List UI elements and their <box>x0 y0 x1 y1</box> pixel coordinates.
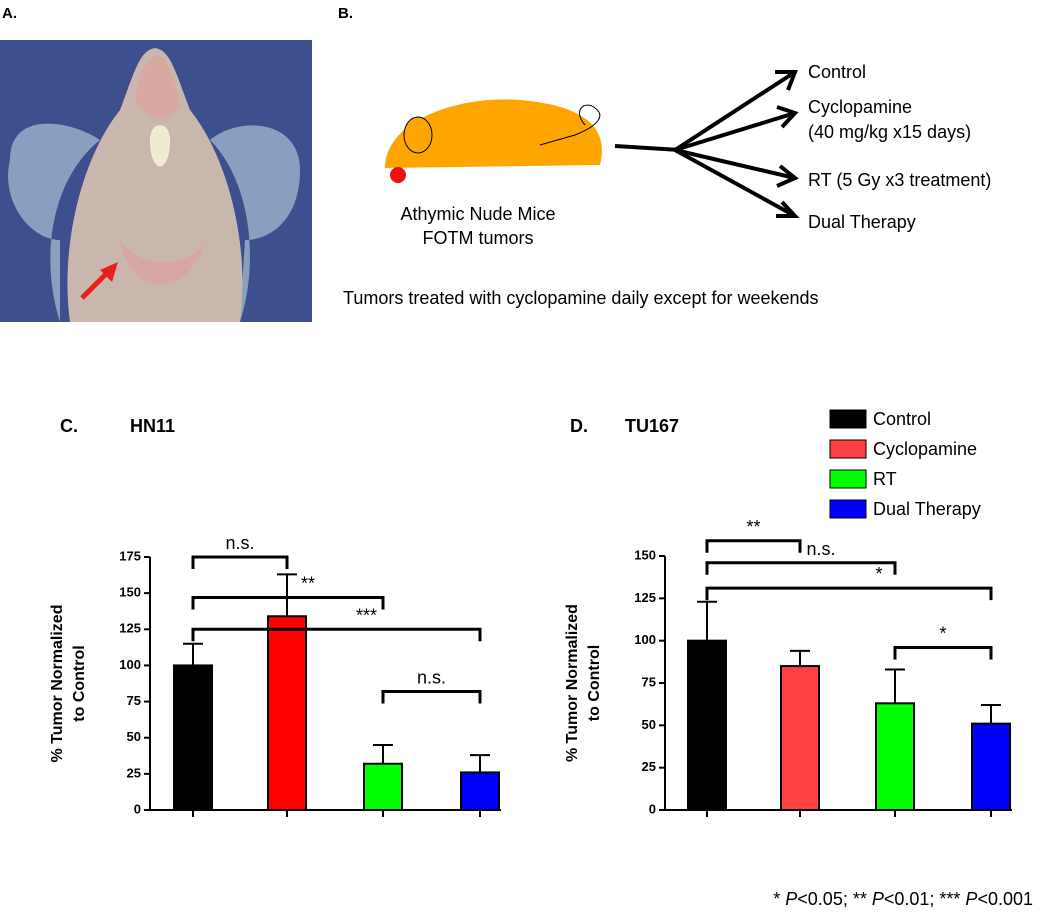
y-tick-label: 150 <box>634 547 656 562</box>
bar <box>460 771 500 812</box>
y-axis-label: % Tumor Normalized <box>49 605 66 763</box>
footnote-part: P <box>785 889 797 909</box>
panel-label: A. <box>2 5 17 22</box>
bar <box>267 615 307 811</box>
panel-label: B. <box>338 5 353 22</box>
y-tick-label: 25 <box>642 759 656 774</box>
bar <box>363 762 403 811</box>
footnote-part: P <box>965 889 977 909</box>
bar <box>780 665 820 811</box>
y-axis-label: to Control <box>71 645 88 721</box>
y-tick-label: 0 <box>649 801 656 816</box>
significance-bracket <box>705 539 802 553</box>
significance-label: n.s. <box>806 539 835 559</box>
arm-label: RT (5 Gy x3 treatment) <box>808 170 991 190</box>
panel-label: C. <box>60 416 78 436</box>
panel-label: D. <box>570 416 588 436</box>
footnote-part: <0.01; *** <box>884 889 966 909</box>
y-tick-label: 75 <box>642 674 656 689</box>
y-tick-label: 25 <box>127 765 141 780</box>
footnote-part: <0.05; ** <box>797 889 872 909</box>
y-axis-label: to Control <box>586 645 603 721</box>
y-tick-label: 125 <box>119 621 141 636</box>
y-tick-label: 50 <box>127 729 141 744</box>
significance-bracket <box>381 689 482 704</box>
significance-bracket <box>191 627 482 642</box>
significance-label: *** <box>356 605 377 625</box>
photo <box>0 40 312 322</box>
significance-label: * <box>939 623 946 643</box>
legend-label: Dual Therapy <box>873 499 981 519</box>
arm-label: Cyclopamine <box>808 97 912 117</box>
y-tick-label: 50 <box>642 717 656 732</box>
bar <box>875 702 915 812</box>
bar <box>173 664 213 812</box>
significance-label: ** <box>301 573 315 593</box>
bar <box>687 639 727 812</box>
chart-title: TU167 <box>625 416 679 436</box>
significance-bracket <box>705 561 897 575</box>
arm-label: Control <box>808 62 866 82</box>
arm-label: Dual Therapy <box>808 212 916 232</box>
significance-label: n.s. <box>417 667 446 687</box>
footnote-part: * <box>773 889 785 909</box>
significance-label: n.s. <box>225 533 254 553</box>
legend-label: Control <box>873 409 931 429</box>
legend-label: Cyclopamine <box>873 439 977 459</box>
legend-swatch <box>829 409 867 429</box>
chart-title: HN11 <box>130 416 175 436</box>
y-tick-label: 75 <box>127 693 141 708</box>
bar <box>971 722 1011 812</box>
y-tick-label: 0 <box>134 801 141 816</box>
footnote-part: <0.001 <box>977 889 1033 909</box>
y-tick-label: 175 <box>119 548 141 563</box>
significance-bracket <box>893 645 993 660</box>
y-tick-label: 150 <box>119 585 141 600</box>
diagram-label: Athymic Nude Mice <box>400 204 555 224</box>
legend-swatch <box>829 499 867 519</box>
significance-bracket <box>191 555 289 569</box>
y-tick-label: 125 <box>634 590 656 605</box>
significance-label: * <box>875 564 882 584</box>
footnote-part: P <box>872 889 884 909</box>
y-tick-label: 100 <box>119 657 141 672</box>
legend-label: RT <box>873 469 897 489</box>
significance-bracket <box>705 586 993 601</box>
legend-swatch <box>829 469 867 489</box>
footnote: * P<0.05; ** P<0.01; *** P<0.001 <box>773 889 1033 909</box>
diagram-note: Tumors treated with cyclopamine daily ex… <box>343 288 819 308</box>
diagram-label: FOTM tumors <box>423 228 534 248</box>
mouse-diagram <box>385 70 800 218</box>
y-tick-label: 100 <box>634 632 656 647</box>
significance-bracket <box>191 595 385 610</box>
y-axis-label: % Tumor Normalized <box>564 604 581 762</box>
arm-label: (40 mg/kg x15 days) <box>808 122 971 142</box>
significance-label: ** <box>746 517 760 537</box>
legend-swatch <box>829 439 867 459</box>
